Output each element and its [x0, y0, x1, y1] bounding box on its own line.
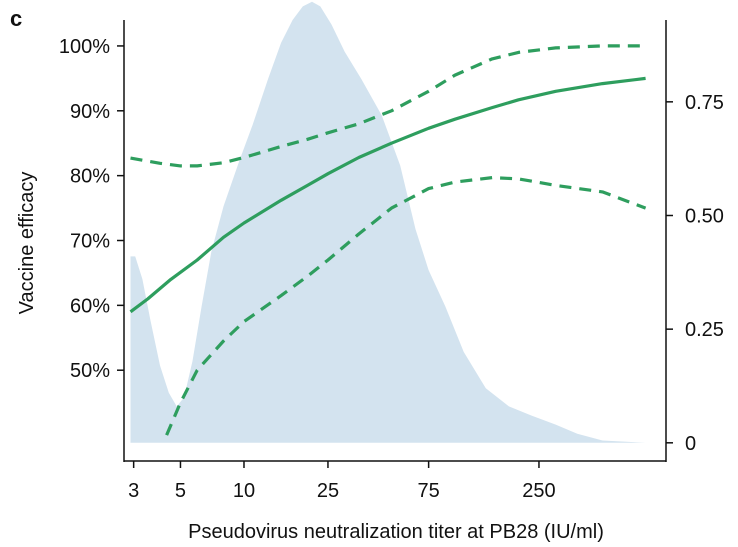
y-left-tick-label: 80%: [70, 166, 110, 188]
x-tick-label: 75: [418, 480, 440, 502]
y-left-tick-label: 60%: [70, 295, 110, 317]
confidence-band-line-3: [165, 176, 647, 436]
y-left-tick-label: 100%: [59, 36, 110, 58]
x-axis-label: Pseudovirus neutralization titer at PB28…: [188, 521, 604, 543]
x-tick-label: 10: [233, 480, 255, 502]
y-right-tick-label: 0.75: [685, 92, 724, 114]
plot-area: [129, 1, 647, 443]
y-right-tick-label: 0.50: [685, 205, 724, 227]
panel-label: c: [10, 6, 22, 31]
axis-ticks: 3 5 10 25 75 250 50% 60% 70% 80% 90% 100% 0 0.25 0.50 0…: [59, 36, 724, 502]
y-right-tick-label: 0: [685, 433, 696, 455]
y-left-tick-label: 90%: [70, 101, 110, 123]
x-tick-label: 5: [175, 480, 186, 502]
confidence-band-line-2: [130, 44, 646, 168]
y-left-tick-label: 50%: [70, 360, 110, 382]
efficacy-curve-line: [129, 76, 646, 314]
x-tick-label: 3: [128, 480, 139, 502]
y-axis-label: Vaccine efficacy: [16, 172, 38, 315]
y-right-tick-label: 0.25: [685, 319, 724, 341]
density-area-1: [130, 1, 646, 443]
x-tick-label: 25: [317, 480, 339, 502]
y-left-tick-label: 70%: [70, 231, 110, 253]
x-tick-label: 250: [522, 480, 555, 502]
